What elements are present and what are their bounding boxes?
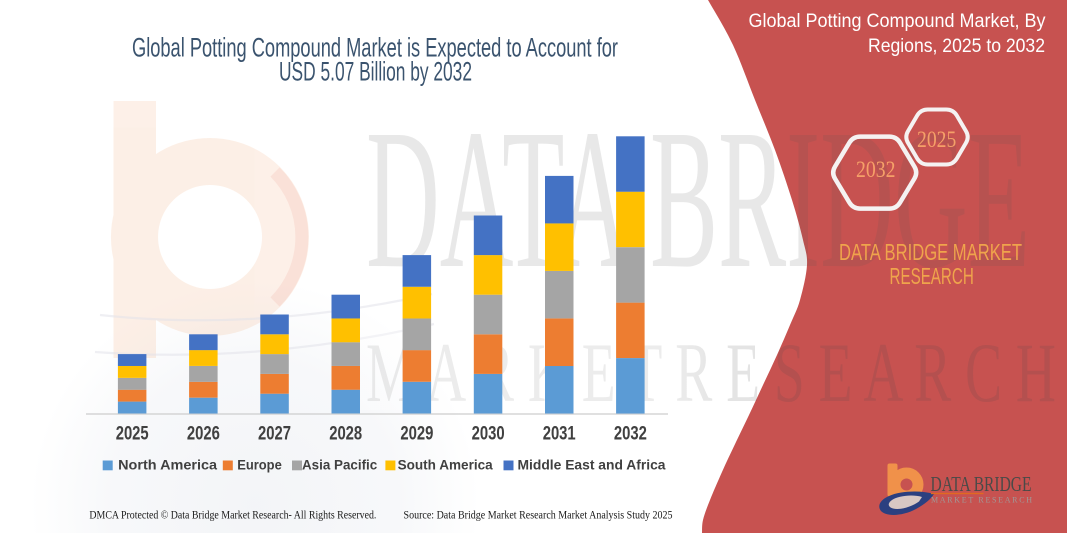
svg-text:2025: 2025 [917,127,956,152]
svg-text:RESEARCH: RESEARCH [890,263,974,289]
svg-text:South America: South America [398,458,494,473]
svg-text:2026: 2026 [187,424,220,445]
svg-text:North America: North America [118,458,218,473]
svg-text:Regions, 2025 to 2032: Regions, 2025 to 2032 [868,35,1045,57]
svg-text:Global Potting Compound Market: Global Potting Compound Market, By [749,10,1046,32]
svg-text:2031: 2031 [543,424,576,445]
svg-text:Asia Pacific: Asia Pacific [302,458,378,473]
svg-text:Middle East and Africa: Middle East and Africa [518,458,667,473]
svg-text:DMCA Protected © Data Bridge M: DMCA Protected © Data Bridge Market Rese… [89,507,376,521]
svg-text:2029: 2029 [400,424,433,445]
svg-text:2027: 2027 [258,424,291,445]
svg-text:Global Potting Compound Market: Global Potting Compound Market is Expect… [132,33,618,63]
svg-text:2028: 2028 [329,424,362,445]
svg-text:DATA BRIDGE MARKET: DATA BRIDGE MARKET [839,239,1022,265]
svg-text:USD 5.07 Billion by 2032: USD 5.07 Billion by 2032 [279,56,472,86]
svg-text:DATA BRIDGE: DATA BRIDGE [931,472,1032,496]
svg-text:2032: 2032 [614,424,647,445]
svg-text:Europe: Europe [237,458,282,473]
svg-text:2025: 2025 [116,424,149,445]
svg-text:2032: 2032 [856,157,896,182]
svg-text:MARKET RESEARCH: MARKET RESEARCH [931,496,1032,505]
svg-text:Source: Data Bridge Market Res: Source: Data Bridge Market Research Mark… [404,507,673,521]
svg-text:2030: 2030 [472,424,505,445]
